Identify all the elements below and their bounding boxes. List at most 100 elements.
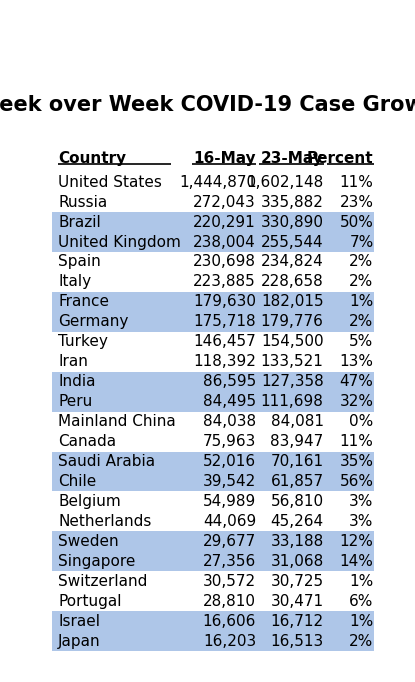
Text: 29,677: 29,677 bbox=[203, 534, 256, 549]
Text: Israel: Israel bbox=[58, 614, 100, 629]
Text: Mainland China: Mainland China bbox=[58, 414, 176, 429]
FancyBboxPatch shape bbox=[52, 232, 374, 252]
Text: 75,963: 75,963 bbox=[203, 434, 256, 449]
Text: Sweden: Sweden bbox=[58, 534, 119, 549]
Text: 35%: 35% bbox=[339, 454, 374, 469]
Text: Switzerland: Switzerland bbox=[58, 574, 148, 589]
Text: Russia: Russia bbox=[58, 194, 107, 209]
FancyBboxPatch shape bbox=[52, 292, 374, 312]
Text: 28,810: 28,810 bbox=[203, 594, 256, 609]
Text: 84,495: 84,495 bbox=[203, 394, 256, 409]
Text: India: India bbox=[58, 374, 96, 389]
Text: 86,595: 86,595 bbox=[203, 374, 256, 389]
Text: 1,602,148: 1,602,148 bbox=[247, 175, 324, 190]
Text: United States: United States bbox=[58, 175, 162, 190]
Text: 118,392: 118,392 bbox=[193, 354, 256, 369]
Text: 133,521: 133,521 bbox=[261, 354, 324, 369]
FancyBboxPatch shape bbox=[52, 332, 374, 352]
Text: 16,606: 16,606 bbox=[203, 614, 256, 629]
Text: Canada: Canada bbox=[58, 434, 117, 449]
FancyBboxPatch shape bbox=[52, 391, 374, 412]
Text: Chile: Chile bbox=[58, 474, 97, 489]
FancyBboxPatch shape bbox=[52, 412, 374, 432]
FancyBboxPatch shape bbox=[52, 572, 374, 591]
FancyBboxPatch shape bbox=[52, 372, 374, 391]
Text: 12%: 12% bbox=[339, 534, 374, 549]
Text: United Kingdom: United Kingdom bbox=[58, 235, 181, 250]
FancyBboxPatch shape bbox=[52, 312, 374, 332]
Text: 11%: 11% bbox=[339, 434, 374, 449]
Text: 179,630: 179,630 bbox=[193, 295, 256, 310]
Text: 84,081: 84,081 bbox=[271, 414, 324, 429]
Text: 45,264: 45,264 bbox=[271, 514, 324, 529]
Text: 2%: 2% bbox=[349, 634, 374, 649]
Text: 154,500: 154,500 bbox=[261, 334, 324, 349]
Text: 47%: 47% bbox=[339, 374, 374, 389]
Text: 238,004: 238,004 bbox=[193, 235, 256, 250]
FancyBboxPatch shape bbox=[52, 611, 374, 631]
Text: 23-May: 23-May bbox=[261, 151, 324, 166]
Text: 2%: 2% bbox=[349, 314, 374, 329]
Text: France: France bbox=[58, 295, 109, 310]
Text: Turkey: Turkey bbox=[58, 334, 108, 349]
FancyBboxPatch shape bbox=[52, 192, 374, 212]
Text: 3%: 3% bbox=[349, 514, 374, 529]
Text: 16,203: 16,203 bbox=[203, 634, 256, 649]
Text: 31,068: 31,068 bbox=[271, 554, 324, 569]
Text: 223,885: 223,885 bbox=[193, 274, 256, 289]
Text: Germany: Germany bbox=[58, 314, 129, 329]
Text: 5%: 5% bbox=[349, 334, 374, 349]
Text: 272,043: 272,043 bbox=[193, 194, 256, 209]
Text: 39,542: 39,542 bbox=[203, 474, 256, 489]
FancyBboxPatch shape bbox=[52, 432, 374, 451]
Text: 30,725: 30,725 bbox=[271, 574, 324, 589]
Text: 230,698: 230,698 bbox=[193, 254, 256, 269]
Text: 14%: 14% bbox=[339, 554, 374, 569]
FancyBboxPatch shape bbox=[52, 172, 374, 192]
FancyBboxPatch shape bbox=[52, 252, 374, 272]
FancyBboxPatch shape bbox=[52, 591, 374, 611]
FancyBboxPatch shape bbox=[52, 531, 374, 551]
Text: 7%: 7% bbox=[349, 235, 374, 250]
Text: 335,882: 335,882 bbox=[261, 194, 324, 209]
Text: 1%: 1% bbox=[349, 614, 374, 629]
Text: 84,038: 84,038 bbox=[203, 414, 256, 429]
Text: 179,776: 179,776 bbox=[261, 314, 324, 329]
Text: 56%: 56% bbox=[339, 474, 374, 489]
Text: Saudi Arabia: Saudi Arabia bbox=[58, 454, 156, 469]
Text: 54,989: 54,989 bbox=[203, 494, 256, 509]
Text: 3%: 3% bbox=[349, 494, 374, 509]
Text: 50%: 50% bbox=[339, 215, 374, 230]
Text: 220,291: 220,291 bbox=[193, 215, 256, 230]
Text: 111,698: 111,698 bbox=[261, 394, 324, 409]
Text: Iran: Iran bbox=[58, 354, 88, 369]
FancyBboxPatch shape bbox=[52, 212, 374, 232]
Text: 16,513: 16,513 bbox=[271, 634, 324, 649]
Text: 61,857: 61,857 bbox=[271, 474, 324, 489]
Text: 52,016: 52,016 bbox=[203, 454, 256, 469]
Text: 32%: 32% bbox=[339, 394, 374, 409]
Text: 234,824: 234,824 bbox=[261, 254, 324, 269]
Text: 146,457: 146,457 bbox=[193, 334, 256, 349]
Text: 330,890: 330,890 bbox=[261, 215, 324, 230]
Text: 56,810: 56,810 bbox=[271, 494, 324, 509]
FancyBboxPatch shape bbox=[52, 352, 374, 372]
FancyBboxPatch shape bbox=[52, 551, 374, 572]
Text: Belgium: Belgium bbox=[58, 494, 121, 509]
Text: 23%: 23% bbox=[339, 194, 374, 209]
Text: Spain: Spain bbox=[58, 254, 101, 269]
Text: Peru: Peru bbox=[58, 394, 93, 409]
Text: Japan: Japan bbox=[58, 634, 101, 649]
Text: 2%: 2% bbox=[349, 274, 374, 289]
Text: 70,161: 70,161 bbox=[271, 454, 324, 469]
Text: 0%: 0% bbox=[349, 414, 374, 429]
Text: 30,471: 30,471 bbox=[271, 594, 324, 609]
Text: 1,444,870: 1,444,870 bbox=[179, 175, 256, 190]
FancyBboxPatch shape bbox=[52, 512, 374, 531]
FancyBboxPatch shape bbox=[52, 272, 374, 292]
Text: 175,718: 175,718 bbox=[193, 314, 256, 329]
Text: 182,015: 182,015 bbox=[261, 295, 324, 310]
Text: 83,947: 83,947 bbox=[271, 434, 324, 449]
Text: 11%: 11% bbox=[339, 175, 374, 190]
Text: 127,358: 127,358 bbox=[261, 374, 324, 389]
